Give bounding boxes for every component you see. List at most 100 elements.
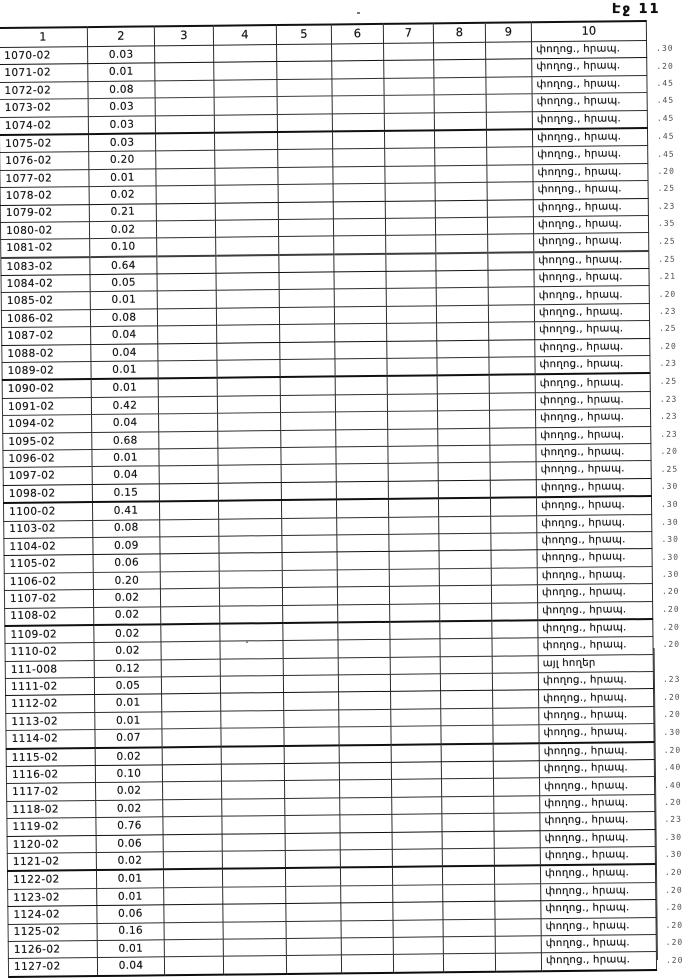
empty-cell bbox=[492, 690, 539, 709]
area-value-cell: 0.01 bbox=[90, 360, 159, 380]
empty-cell bbox=[487, 251, 534, 271]
empty-cell bbox=[435, 182, 488, 201]
empty-cell bbox=[384, 95, 435, 113]
margin-mark: .30 bbox=[661, 569, 680, 579]
empty-cell bbox=[442, 901, 496, 920]
parcel-id-cell: 1080-02 bbox=[0, 221, 90, 240]
empty-cell bbox=[433, 59, 486, 78]
empty-cell bbox=[218, 464, 282, 483]
empty-cell bbox=[282, 569, 338, 588]
empty-cell bbox=[219, 587, 283, 606]
empty-cell bbox=[160, 605, 220, 625]
empty-cell bbox=[495, 935, 542, 954]
empty-cell bbox=[215, 236, 279, 256]
empty-cell bbox=[490, 515, 537, 534]
land-use-cell: փողոց., հրապ. bbox=[540, 846, 656, 866]
empty-cell bbox=[220, 658, 284, 677]
empty-cell bbox=[441, 761, 494, 780]
empty-cell bbox=[159, 482, 219, 502]
empty-cell bbox=[284, 780, 340, 799]
empty-cell bbox=[285, 885, 341, 904]
empty-cell bbox=[158, 448, 219, 467]
empty-cell bbox=[155, 132, 215, 152]
empty-cell bbox=[281, 481, 337, 501]
empty-cell bbox=[386, 305, 437, 324]
land-use-cell: փողոց., հրապ. bbox=[537, 636, 654, 656]
land-use-cell: փողոց., հրապ. bbox=[541, 934, 657, 954]
empty-cell bbox=[389, 603, 440, 622]
margin-mark: .23 bbox=[660, 412, 678, 422]
empty-cell bbox=[282, 604, 338, 623]
empty-cell bbox=[218, 482, 282, 501]
empty-cell bbox=[164, 921, 224, 940]
parcel-id-cell: 1107-02 bbox=[4, 589, 94, 609]
parcel-id-cell: 1127-02 bbox=[8, 957, 98, 977]
empty-cell bbox=[487, 181, 534, 200]
empty-cell bbox=[331, 78, 385, 97]
empty-cell bbox=[485, 41, 532, 60]
empty-cell bbox=[390, 726, 442, 745]
empty-cell bbox=[340, 831, 393, 850]
empty-cell bbox=[219, 552, 283, 571]
empty-cell bbox=[160, 623, 220, 643]
empty-cell bbox=[438, 515, 491, 534]
empty-cell bbox=[489, 427, 536, 446]
empty-cell bbox=[163, 851, 223, 870]
empty-cell bbox=[339, 762, 392, 781]
empty-cell bbox=[391, 779, 442, 798]
margin-mark: .20 bbox=[663, 709, 681, 719]
empty-cell bbox=[385, 200, 436, 219]
parcel-id-cell: 1088-02 bbox=[1, 344, 91, 363]
parcel-id-cell: 1095-02 bbox=[2, 432, 92, 451]
empty-cell bbox=[159, 518, 219, 537]
empty-cell bbox=[390, 708, 441, 727]
area-value-cell: 0.03 bbox=[88, 133, 156, 152]
empty-cell bbox=[218, 518, 282, 537]
empty-cell bbox=[388, 533, 440, 552]
empty-cell bbox=[164, 939, 224, 958]
empty-cell bbox=[221, 780, 285, 799]
empty-cell bbox=[283, 727, 340, 746]
empty-cell bbox=[486, 147, 533, 166]
empty-cell bbox=[213, 79, 278, 98]
empty-cell bbox=[385, 270, 437, 289]
empty-cell bbox=[389, 639, 441, 658]
empty-cell bbox=[385, 253, 436, 272]
area-value-cell: 0.04 bbox=[90, 343, 158, 362]
empty-cell bbox=[333, 200, 386, 219]
area-value-cell: 0.04 bbox=[91, 414, 159, 433]
empty-cell bbox=[491, 638, 539, 656]
land-use-cell: փողոց., հրապ. bbox=[532, 110, 648, 130]
empty-cell bbox=[215, 202, 279, 221]
empty-cell bbox=[154, 45, 214, 64]
margin-mark: .20 bbox=[658, 289, 677, 299]
area-value-cell: 0.42 bbox=[91, 396, 159, 415]
parcel-id-cell: 1117-02 bbox=[6, 782, 96, 802]
area-value-cell: 0.02 bbox=[89, 185, 157, 205]
empty-cell bbox=[276, 61, 332, 80]
empty-cell bbox=[155, 150, 215, 169]
empty-cell bbox=[214, 131, 278, 151]
empty-cell bbox=[222, 833, 286, 852]
area-value-cell: 0.02 bbox=[93, 588, 161, 608]
empty-cell bbox=[390, 673, 441, 692]
land-use-cell: փողոց., հրապ. bbox=[535, 391, 651, 410]
empty-cell bbox=[213, 61, 277, 81]
empty-cell bbox=[282, 552, 338, 571]
parcel-id-cell: 1119-02 bbox=[6, 817, 97, 837]
empty-cell bbox=[332, 112, 385, 132]
land-use-cell: փողոց., հրապ. bbox=[532, 92, 648, 112]
empty-cell bbox=[436, 305, 489, 324]
empty-cell bbox=[439, 550, 492, 569]
empty-cell bbox=[278, 201, 334, 220]
empty-cell bbox=[281, 534, 338, 553]
empty-cell bbox=[491, 567, 538, 586]
area-value-cell: 0.20 bbox=[88, 151, 156, 170]
empty-cell bbox=[392, 848, 443, 868]
empty-cell bbox=[442, 848, 495, 867]
empty-cell bbox=[156, 220, 216, 239]
column-header-6: 6 bbox=[331, 23, 384, 44]
empty-cell bbox=[440, 708, 493, 727]
land-use-cell: փողոց., հրապ. bbox=[531, 40, 647, 60]
empty-cell bbox=[437, 393, 490, 412]
